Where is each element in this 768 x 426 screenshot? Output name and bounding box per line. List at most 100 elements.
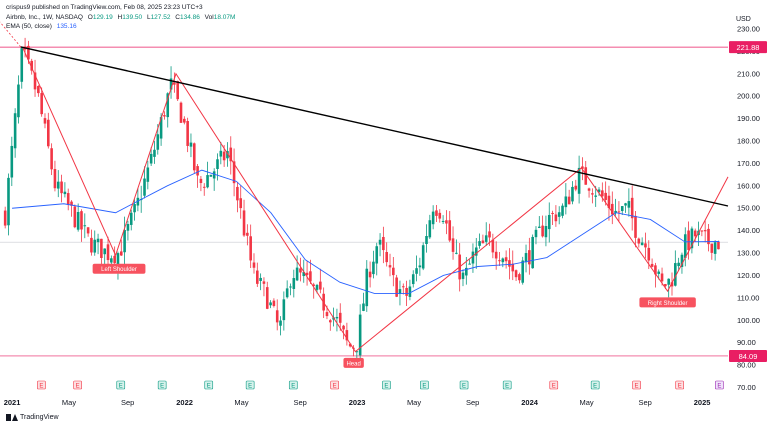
x-tick-label: Sep xyxy=(121,398,134,407)
candle-down xyxy=(508,260,511,267)
earnings-marker-icon xyxy=(382,380,391,390)
candle-down xyxy=(385,251,388,263)
candle-down xyxy=(305,272,309,275)
candle-up xyxy=(335,316,339,319)
candle-down xyxy=(541,225,544,237)
x-tick-label: 2025 xyxy=(694,398,711,407)
trendline-extension xyxy=(0,21,22,48)
candle-down xyxy=(395,277,398,297)
candle-down xyxy=(100,238,103,258)
candle-down xyxy=(202,186,206,188)
earnings-marker-letter: E xyxy=(678,384,682,390)
candle-down xyxy=(199,178,203,184)
candle-up xyxy=(674,263,677,286)
candle-up xyxy=(667,278,670,285)
volume-value: 18.07M xyxy=(213,14,236,21)
earnings-marker-icon xyxy=(73,380,82,390)
candle-up xyxy=(156,134,160,150)
candle-down xyxy=(312,284,316,286)
candle-up xyxy=(153,149,156,157)
candle-up xyxy=(10,145,14,178)
candle-down xyxy=(617,211,621,213)
candle-up xyxy=(680,254,684,267)
candle-down xyxy=(567,196,571,205)
candle-down xyxy=(687,230,690,250)
earnings-marker-letter: E xyxy=(291,384,295,390)
earnings-marker-icon xyxy=(37,380,46,390)
volume-label: Vol xyxy=(204,14,214,21)
x-tick-label: May xyxy=(579,398,593,407)
candle-down xyxy=(163,115,166,117)
high-value: 139.50 xyxy=(122,14,143,21)
earnings-marker-icon xyxy=(632,380,641,390)
candle-down xyxy=(644,243,647,248)
candle-up xyxy=(547,214,551,230)
candle-up xyxy=(398,289,402,294)
candle-up xyxy=(289,286,292,288)
candle-down xyxy=(382,236,385,251)
y-tick-label: 180.00 xyxy=(737,137,760,146)
currency-label: USD xyxy=(736,16,751,23)
y-tick-label: 70.00 xyxy=(737,383,756,392)
earnings-marker-icon xyxy=(502,380,512,390)
candle-up xyxy=(259,277,262,281)
close-label: C xyxy=(175,14,180,21)
candle-up xyxy=(133,204,136,213)
ema-value: 135.16 xyxy=(56,23,77,30)
x-tick-label: Sep xyxy=(466,398,479,407)
earnings-marker-letter: E xyxy=(552,384,556,390)
candle-down xyxy=(342,325,345,330)
candle-up xyxy=(478,241,481,246)
candle-up xyxy=(146,167,150,182)
candle-up xyxy=(136,197,140,206)
candle-up xyxy=(103,248,107,255)
earnings-marker-letter: E xyxy=(635,384,639,390)
candle-down xyxy=(47,119,50,147)
earnings-marker-letter: E xyxy=(207,384,211,390)
candle-up xyxy=(418,265,422,268)
y-tick-label: 140.00 xyxy=(737,226,760,235)
candle-up xyxy=(358,314,362,356)
candle-down xyxy=(40,93,43,115)
price-level-value: 84.09 xyxy=(739,352,758,361)
candle-down xyxy=(222,151,226,161)
earnings-marker-letter: E xyxy=(160,384,164,390)
y-tick-label: 210.00 xyxy=(737,69,760,78)
pattern-label: Head xyxy=(346,361,360,367)
open-value: 129.19 xyxy=(92,14,113,21)
candle-down xyxy=(435,210,438,216)
candle-down xyxy=(176,81,179,100)
candle-down xyxy=(119,251,123,256)
y-tick-label: 170.00 xyxy=(737,159,760,168)
candle-up xyxy=(683,234,687,258)
x-tick-label: May xyxy=(407,398,421,407)
pattern-zigzag xyxy=(21,46,729,353)
publisher-line: crispus9 published on TradingView.com, F… xyxy=(6,4,206,11)
candle-down xyxy=(179,102,183,123)
candle-up xyxy=(594,195,597,197)
candle-down xyxy=(405,287,408,296)
candle-up xyxy=(597,189,601,193)
open-label: O xyxy=(87,14,93,21)
earnings-marker-icon xyxy=(420,380,429,390)
candle-down xyxy=(309,271,312,282)
candle-up xyxy=(302,272,306,277)
candle-up xyxy=(614,210,617,214)
candle-up xyxy=(627,201,631,208)
candle-up xyxy=(362,303,365,311)
candle-down xyxy=(445,220,448,224)
candle-up xyxy=(431,211,435,225)
candle-up xyxy=(474,247,478,256)
candle-up xyxy=(20,48,24,82)
symbol-name: Airbnb, Inc., 1W, NASDAQ xyxy=(6,14,83,21)
candle-down xyxy=(604,192,607,200)
x-tick-label: 2024 xyxy=(521,398,539,407)
candle-up xyxy=(378,239,382,245)
candle-up xyxy=(292,278,296,289)
candle-up xyxy=(159,117,163,139)
candle-up xyxy=(471,251,475,264)
tradingview-brand: TradingView xyxy=(20,414,59,421)
candle-up xyxy=(624,203,627,206)
candle-down xyxy=(73,206,77,228)
